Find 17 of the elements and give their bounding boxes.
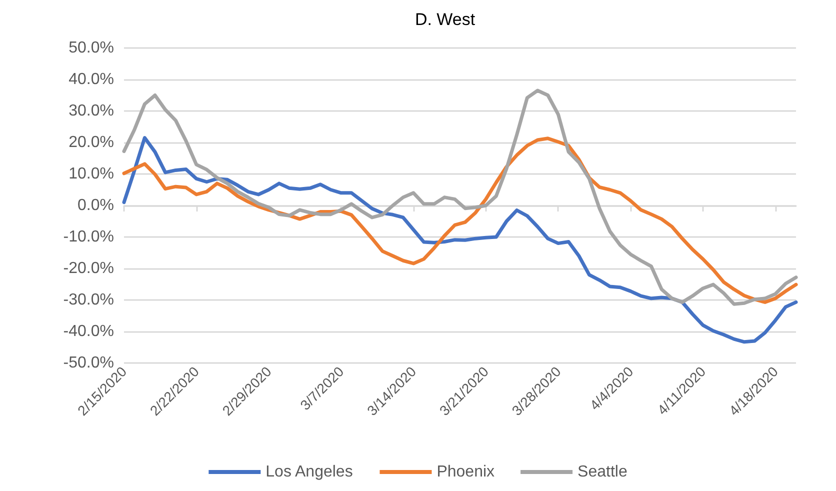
legend-label: Phoenix (436, 464, 495, 480)
line-series (122, 136, 798, 344)
y-tick-label: -30.0% (63, 292, 114, 308)
y-tick-label: -40.0% (63, 323, 114, 340)
y-tick-label: 40.0% (68, 71, 114, 88)
y-tick-label: 30.0% (68, 102, 114, 120)
y-tick-label: -10.0% (63, 228, 114, 246)
legend-label: Seattle (578, 464, 628, 480)
y-tick-label: 0.0% (78, 197, 114, 214)
chart-title: D. West (414, 10, 476, 29)
y-tick-label: -20.0% (63, 260, 114, 277)
y-tick-label: 10.0% (68, 166, 114, 182)
y-tick-label: 20.0% (68, 134, 114, 151)
line-series (122, 88, 798, 306)
y-tick-label: -50.0% (63, 354, 114, 372)
legend-label: Los Angeles (266, 464, 353, 480)
y-tick-label: 50.0% (68, 40, 114, 56)
